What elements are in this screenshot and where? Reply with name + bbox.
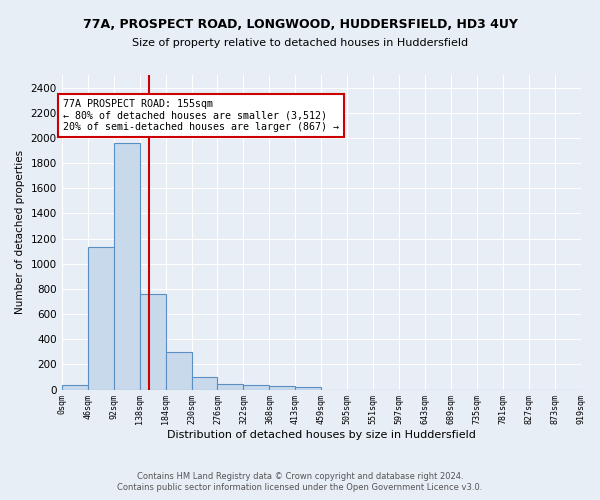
Bar [62,384,88,390]
Bar [217,384,244,390]
X-axis label: Distribution of detached houses by size in Huddersfield: Distribution of detached houses by size … [167,430,476,440]
Text: 77A, PROSPECT ROAD, LONGWOOD, HUDDERSFIELD, HD3 4UY: 77A, PROSPECT ROAD, LONGWOOD, HUDDERSFIE… [83,18,517,30]
Text: Contains HM Land Registry data © Crown copyright and database right 2024.: Contains HM Land Registry data © Crown c… [137,472,463,481]
Bar [140,294,166,390]
Bar [244,384,269,390]
Bar [269,386,295,390]
Bar [191,377,217,390]
Text: Contains public sector information licensed under the Open Government Licence v3: Contains public sector information licen… [118,484,482,492]
Bar [166,352,191,390]
Y-axis label: Number of detached properties: Number of detached properties [15,150,25,314]
Bar [88,248,113,390]
Text: 77A PROSPECT ROAD: 155sqm
← 80% of detached houses are smaller (3,512)
20% of se: 77A PROSPECT ROAD: 155sqm ← 80% of detac… [64,99,340,132]
Bar [113,143,140,390]
Text: Size of property relative to detached houses in Huddersfield: Size of property relative to detached ho… [132,38,468,48]
Bar [295,387,321,390]
